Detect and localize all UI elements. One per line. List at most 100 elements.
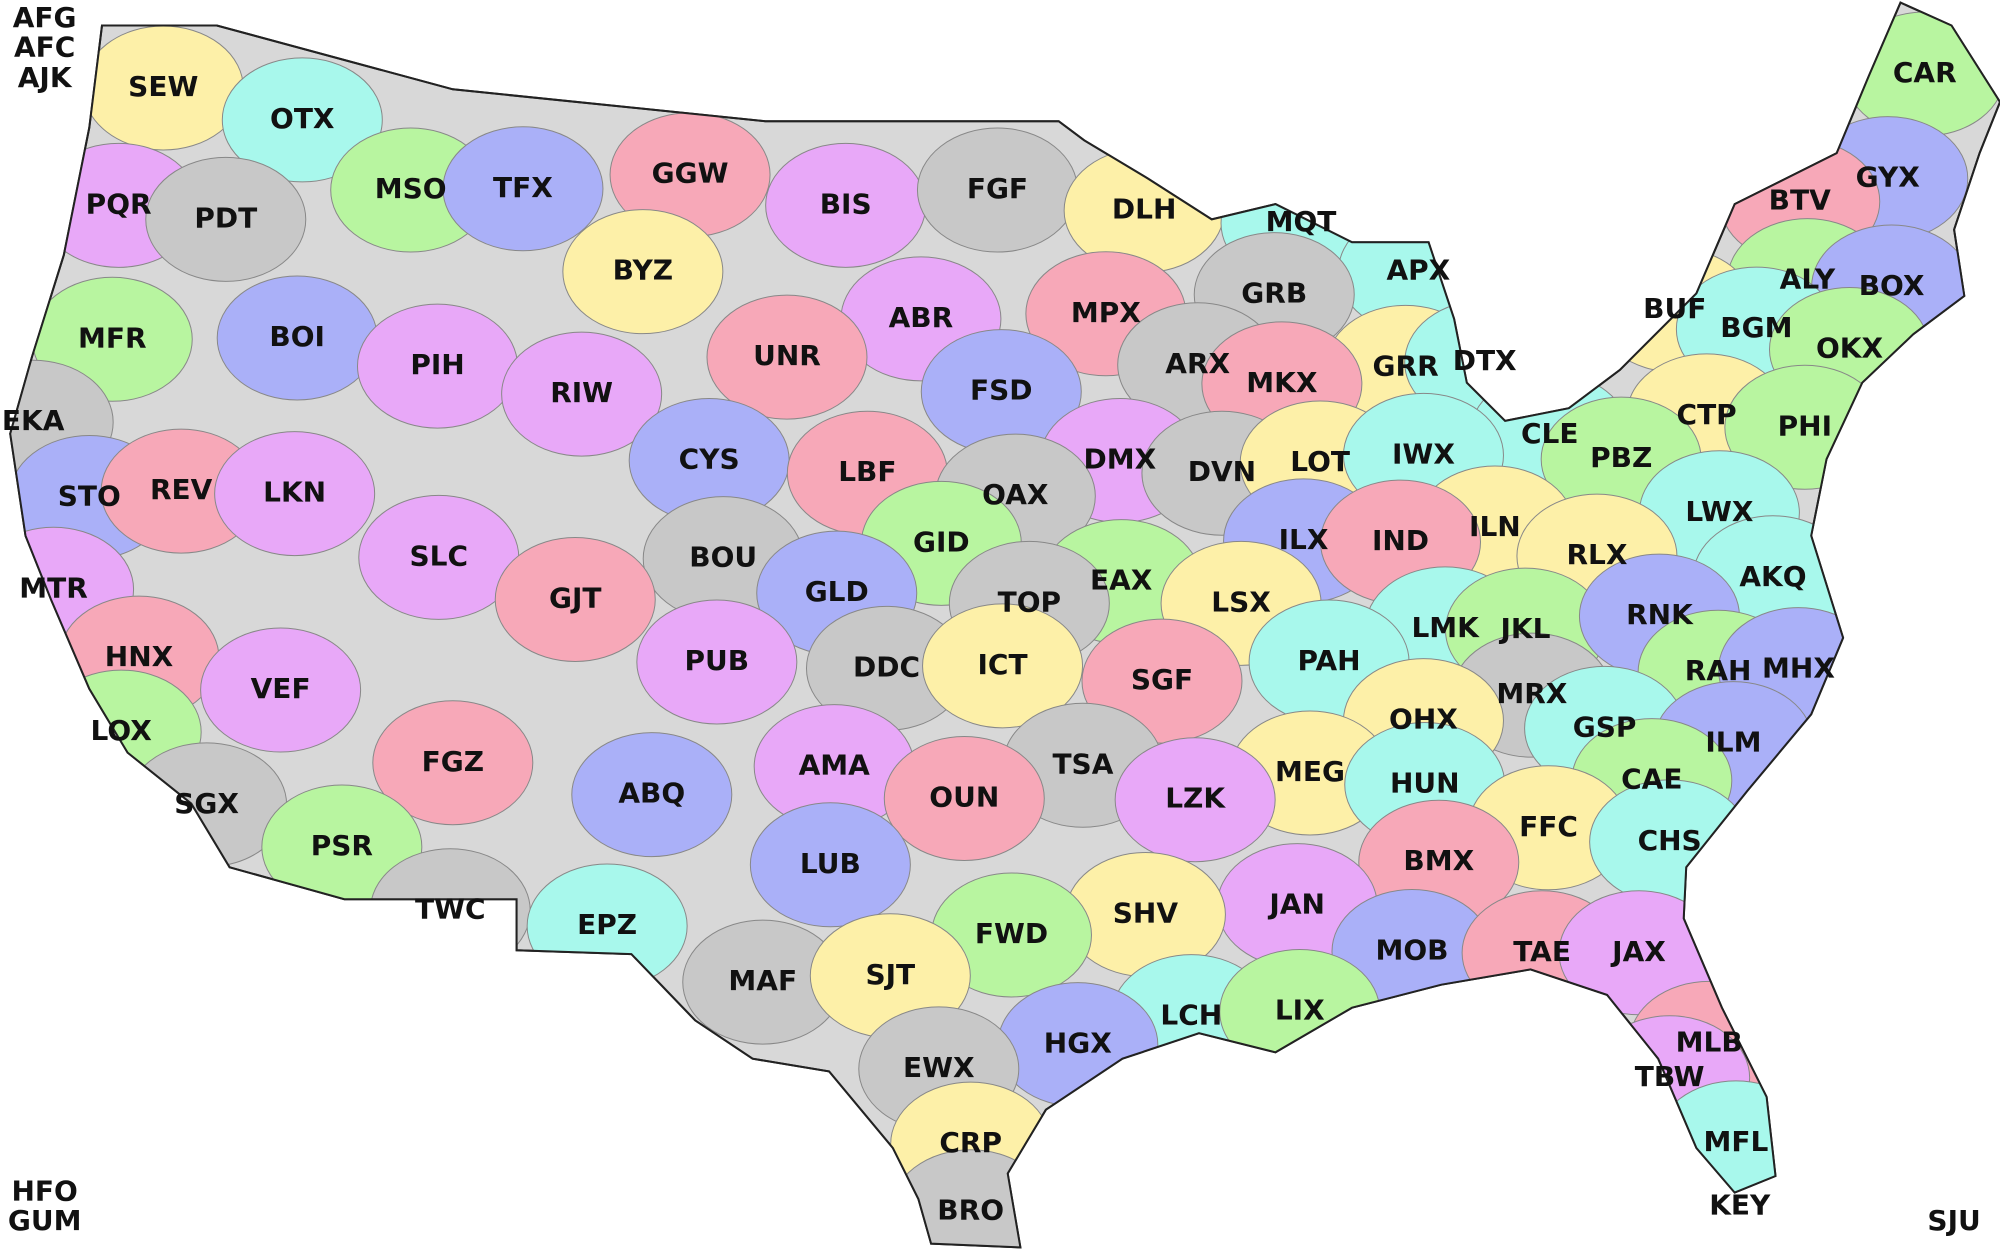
office-label: EWX — [903, 1051, 975, 1084]
office-label: MFR — [78, 321, 147, 354]
office-label: PAH — [1298, 644, 1361, 677]
office-label: BUF — [1643, 292, 1706, 325]
office-label: LUB — [800, 847, 861, 880]
office-label: FSD — [970, 374, 1033, 407]
office-label: TOP — [998, 585, 1061, 618]
office-label: FFC — [1519, 810, 1578, 843]
office-label: KEY — [1709, 1189, 1771, 1222]
office-label: BIS — [820, 187, 872, 220]
us-border — [9, 1, 2000, 1249]
office-label: LMK — [1411, 611, 1480, 644]
office-label: PUB — [685, 644, 750, 677]
office-label: PQR — [86, 187, 152, 220]
office-region — [442, 126, 604, 252]
office-label: PDT — [194, 201, 257, 234]
office-label: AMA — [799, 749, 871, 782]
office-region — [494, 536, 656, 662]
office-label: MOB — [1375, 934, 1448, 967]
office-label: CAE — [1621, 763, 1682, 796]
office-label: OUN — [929, 780, 999, 813]
office-label: MHX — [1762, 652, 1835, 685]
office-label: ILN — [1469, 510, 1521, 543]
office-label: GUM — [8, 1204, 82, 1237]
office-label: MPX — [1071, 296, 1141, 329]
office-label: LOT — [1290, 445, 1350, 478]
office-label: SHV — [1113, 897, 1179, 930]
office-label: IND — [1372, 524, 1429, 557]
office-label: GLD — [805, 575, 869, 608]
office-label: CYS — [679, 442, 740, 475]
office-label: PSR — [311, 829, 373, 862]
office-region — [145, 156, 307, 282]
office-label: DTX — [1453, 344, 1517, 377]
office-label: GSP — [1573, 710, 1637, 743]
office-label: EPZ — [577, 908, 637, 941]
office-label: SGX — [174, 787, 239, 820]
office-label: RAH — [1685, 654, 1752, 687]
office-region — [706, 294, 868, 420]
office-label: TWC — [415, 893, 486, 926]
office-label: REV — [150, 473, 213, 506]
office-label: GID — [913, 525, 970, 558]
office-region — [636, 599, 798, 725]
office-label: FWD — [975, 917, 1048, 950]
office-label: GRR — [1373, 349, 1439, 382]
office-label: ILX — [1279, 523, 1329, 556]
office-label: BOU — [689, 541, 757, 574]
office-label: PHI — [1778, 409, 1832, 442]
office-label: HGX — [1044, 1027, 1112, 1060]
office-label: MQT — [1266, 205, 1337, 238]
office-region — [214, 431, 376, 557]
office-label: TBW — [1635, 1060, 1705, 1093]
office-label: AFG — [13, 1, 77, 34]
office-label: BTV — [1769, 184, 1831, 217]
office-label: EKA — [2, 404, 65, 437]
office-label: UNR — [753, 339, 821, 372]
office-label: SJU — [1927, 1204, 1980, 1237]
office-label: ABQ — [618, 777, 685, 810]
office-label: HUN — [1390, 766, 1460, 799]
office-label: ALY — [1780, 263, 1836, 296]
office-label: MTR — [19, 571, 88, 604]
office-region — [221, 57, 383, 183]
office-label: IWX — [1392, 437, 1455, 470]
office-label: RIW — [550, 376, 613, 409]
office-label: LKN — [263, 476, 326, 509]
office-region — [749, 802, 911, 928]
office-label: CHS — [1638, 824, 1702, 857]
office-label: DVN — [1188, 455, 1256, 488]
office-label: HFO — [11, 1175, 77, 1208]
office-label: OTX — [270, 102, 335, 135]
office-label: GRB — [1241, 277, 1307, 310]
office-label: FGZ — [422, 745, 484, 778]
office-label: TAE — [1513, 935, 1571, 968]
office-label: DMX — [1084, 442, 1157, 475]
office-label: TFX — [493, 171, 553, 204]
office-label: LWX — [1685, 495, 1754, 528]
office-label: BOI — [269, 320, 325, 353]
office-region — [883, 735, 1045, 861]
office-label: SLC — [409, 539, 468, 572]
office-label: CAR — [1893, 56, 1957, 89]
office-label: APX — [1386, 254, 1450, 287]
office-label: BRO — [937, 1194, 1004, 1227]
office-label: CRP — [939, 1126, 1002, 1159]
office-label: ABR — [889, 301, 954, 334]
office-label: GYX — [1856, 161, 1921, 194]
office-region — [1114, 737, 1276, 863]
office-label: BMX — [1403, 844, 1474, 877]
office-label: LZK — [1165, 782, 1226, 815]
office-label: SJT — [865, 958, 915, 991]
office-label: DLH — [1112, 192, 1177, 225]
office-label: LOX — [91, 714, 153, 747]
office-label: OKX — [1816, 331, 1884, 364]
office-region — [372, 700, 534, 826]
office-label: MSO — [375, 172, 447, 205]
office-label: LBF — [838, 455, 896, 488]
office-label: AKQ — [1739, 560, 1806, 593]
office-label: BGM — [1720, 311, 1792, 344]
office-label: AFC — [14, 30, 75, 63]
office-label: ILM — [1705, 726, 1761, 759]
